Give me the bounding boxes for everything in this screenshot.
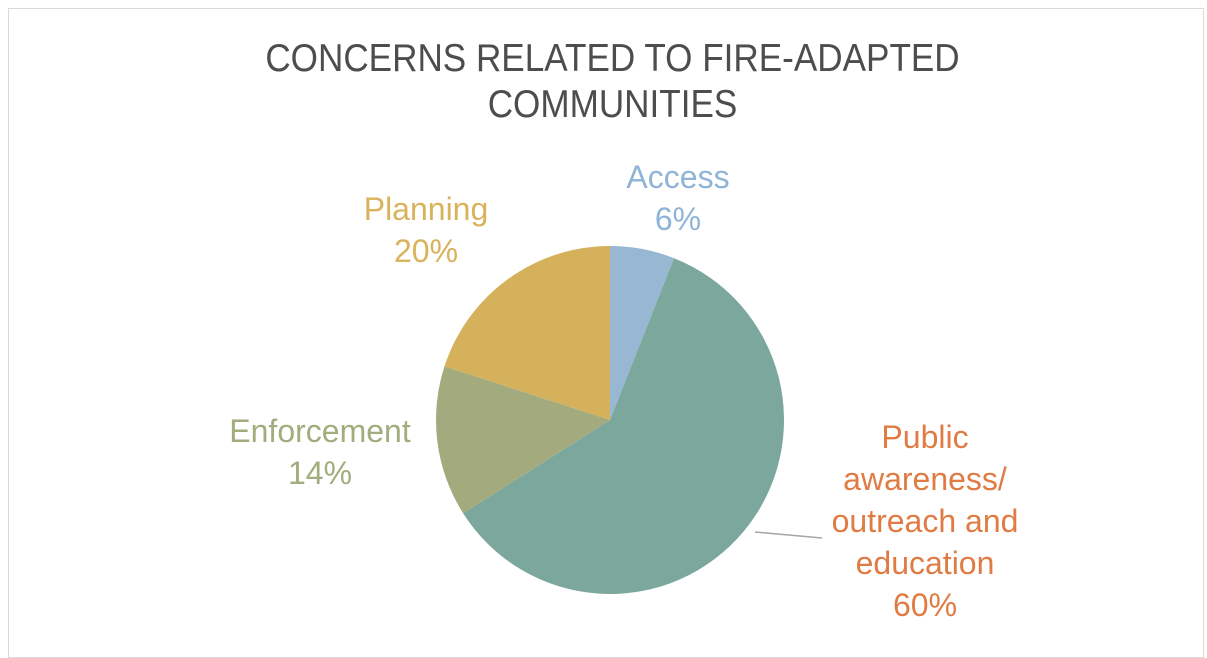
slice-label-planning: Planning 20% — [364, 191, 489, 269]
pie-slices — [436, 246, 785, 595]
chart-title: CONCERNS RELATED TO FIRE-ADAPTED COMMUNI… — [265, 37, 960, 126]
pie-slice-public — [463, 258, 785, 595]
slice-label-access: Access 6% — [626, 159, 729, 237]
pie-slice-access — [610, 246, 675, 420]
slice-label-public: Public awareness/outreach and education 60% — [832, 419, 1019, 623]
pie-slice-planning — [444, 246, 610, 420]
leader-lines — [754, 531, 823, 539]
slice-label-enforcement: Enforcement 14% — [229, 413, 411, 491]
leader-line — [754, 531, 823, 539]
slice-labels: Access 6% Public awareness/outreach and educ… — [229, 159, 1018, 623]
pie-slice-enforcement — [436, 366, 610, 514]
